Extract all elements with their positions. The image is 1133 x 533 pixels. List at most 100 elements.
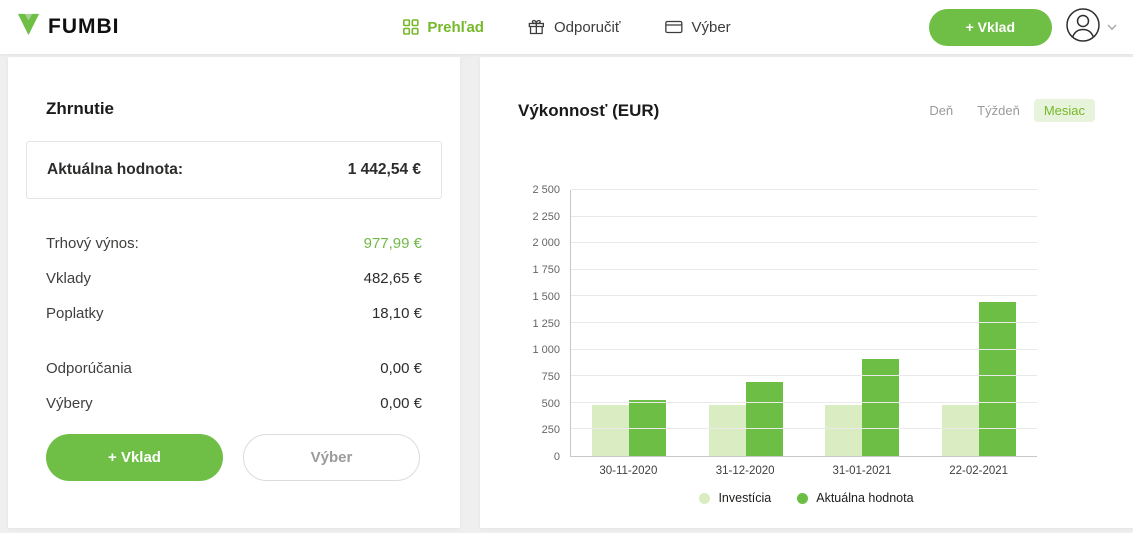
chart-main: 30-11-2020 31-12-2020 31-01-2021 22-02-2021 — [570, 189, 1037, 477]
row-label: Vklady — [46, 270, 92, 287]
summary-card: Zhrnutie Aktuálna hodnota: 1 442,54 € Tr… — [8, 57, 460, 528]
gridline — [571, 375, 1037, 377]
gridline — [571, 268, 1037, 270]
bar-investícia — [941, 404, 979, 456]
row-label: Odporúčania — [46, 360, 132, 377]
current-value-label: Aktuálna hodnota: — [47, 161, 184, 178]
row-label: Poplatky — [46, 305, 104, 322]
x-axis-labels: 30-11-2020 31-12-2020 31-01-2021 22-02-2021 — [570, 465, 1037, 477]
nav-item-label: Odporučiť — [553, 18, 621, 36]
row-label: Výbery — [46, 395, 93, 412]
bar-group — [921, 190, 1038, 456]
current-value: 1 442,54 € — [347, 161, 421, 178]
bar-investícia — [708, 404, 746, 456]
bar-groups — [571, 190, 1037, 456]
range-tyzden[interactable]: Týždeň — [977, 103, 1020, 118]
main-content: Zhrnutie Aktuálna hodnota: 1 442,54 € Tr… — [0, 54, 1133, 533]
gridline — [571, 295, 1037, 297]
y-tick-label: 1 750 — [532, 264, 560, 277]
legend-label: Aktuálna hodnota — [816, 491, 914, 505]
bar-group — [688, 190, 805, 456]
x-tick-label: 31-12-2020 — [715, 465, 775, 477]
nav-item-odporucit[interactable]: Odporučiť — [528, 18, 621, 36]
legend-marker — [699, 492, 711, 504]
summary-row-vklady: Vklady 482,65 € — [46, 270, 422, 287]
nav-item-label: Prehľad — [427, 18, 484, 36]
x-tick-label: 22-02-2021 — [949, 465, 1009, 477]
chevron-down-icon — [1107, 18, 1117, 36]
withdraw-button[interactable]: Výber — [243, 434, 420, 481]
nav-item-prehlad[interactable]: Prehľad — [402, 19, 484, 36]
bar-group — [571, 190, 688, 456]
bar-investícia — [592, 404, 630, 456]
y-tick-label: 1 500 — [532, 290, 560, 303]
gridline — [571, 189, 1037, 190]
summary-row-odporucania: Odporúčania 0,00 € — [46, 360, 422, 377]
legend-marker — [797, 492, 809, 504]
row-value: 18,10 € — [371, 305, 422, 322]
bar-aktuálna-hodnota — [862, 358, 900, 456]
performance-header: Výkonnosť (EUR) Deň Týždeň Mesiac — [518, 99, 1095, 122]
grid-icon — [402, 19, 419, 35]
legend-item[interactable]: Aktuálna hodnota — [797, 491, 914, 505]
summary-buttons: + Vklad Výber — [46, 434, 422, 481]
bar-aktuálna-hodnota — [978, 302, 1016, 456]
y-axis: 0 250 500 750 1 000 1 250 1 500 1 750 2 000 2 250… — [518, 184, 570, 463]
y-tick-label: 750 — [541, 370, 560, 383]
bar-chart: 0 250 500 750 1 000 1 250 1 500 1 750 2 000 2 250… — [518, 184, 1037, 477]
gridline — [571, 348, 1037, 350]
fumbi-logo[interactable]: FUMBI — [16, 12, 120, 42]
chart-legend: Investícia Aktuálna hodnota — [518, 491, 1095, 505]
gridline — [571, 322, 1037, 323]
summary-row-trhovy-vynos: Trhový výnos: 977,99 € — [46, 235, 422, 252]
header-deposit-button[interactable]: + Vklad — [928, 8, 1052, 46]
x-tick-label: 31-01-2021 — [832, 465, 892, 477]
y-tick-label: 2 500 — [532, 184, 560, 196]
bar-aktuálna-hodnota — [745, 381, 783, 456]
row-value: 0,00 € — [380, 395, 422, 412]
avatar-icon — [1065, 7, 1101, 48]
summary-rows: Trhový výnos: 977,99 € Vklady 482,65 € P… — [46, 235, 422, 412]
bar-investícia — [825, 404, 863, 456]
card-icon — [664, 20, 683, 34]
row-value: 977,99 € — [363, 235, 422, 252]
main-nav: Prehľad Odporučiť Výber — [402, 18, 731, 36]
legend-item[interactable]: Investícia — [699, 491, 771, 505]
account-menu[interactable] — [1065, 7, 1117, 48]
navbar-right: + Vklad — [928, 7, 1117, 48]
top-navbar: FUMBI Prehľad — [0, 0, 1133, 54]
range-den[interactable]: Deň — [929, 103, 954, 118]
y-tick-label: 0 — [553, 451, 560, 463]
gridline — [571, 401, 1037, 403]
bar-aktuálna-hodnota — [629, 400, 667, 456]
summary-row-poplatky: Poplatky 18,10 € — [46, 305, 422, 322]
y-tick-label: 500 — [541, 397, 560, 410]
row-label: Trhový výnos: — [46, 235, 139, 252]
y-tick-label: 1 250 — [532, 317, 560, 330]
y-tick-label: 2 250 — [532, 210, 560, 223]
brand-name: FUMBI — [48, 15, 120, 38]
gridline — [571, 215, 1037, 217]
summary-title: Zhrnutie — [46, 99, 114, 118]
gridline — [571, 242, 1037, 244]
legend-label: Investícia — [718, 491, 772, 505]
performance-title: Výkonnosť (EUR) — [518, 100, 660, 120]
y-tick-label: 2 000 — [532, 237, 560, 250]
x-tick-label: 30-11-2020 — [599, 465, 658, 477]
summary-row-vybery: Výbery 0,00 € — [46, 395, 422, 412]
y-tick-label: 250 — [541, 424, 560, 437]
performance-card: Výkonnosť (EUR) Deň Týždeň Mesiac 0 250 50… — [480, 57, 1133, 528]
row-value: 482,65 € — [363, 270, 422, 287]
y-tick-label: 1 000 — [532, 344, 560, 357]
row-value: 0,00 € — [380, 360, 422, 377]
plot-area — [570, 189, 1037, 457]
gridline — [571, 428, 1037, 430]
range-mesiac[interactable]: Mesiac — [1033, 99, 1095, 122]
gift-icon — [528, 19, 545, 35]
bar-group — [804, 190, 921, 456]
nav-item-vyber[interactable]: Výber — [664, 18, 731, 36]
range-selector: Deň Týždeň Mesiac — [919, 99, 1095, 122]
fumbi-logo-icon — [16, 12, 41, 42]
nav-item-label: Výber — [691, 18, 731, 36]
deposit-button[interactable]: + Vklad — [46, 434, 223, 481]
